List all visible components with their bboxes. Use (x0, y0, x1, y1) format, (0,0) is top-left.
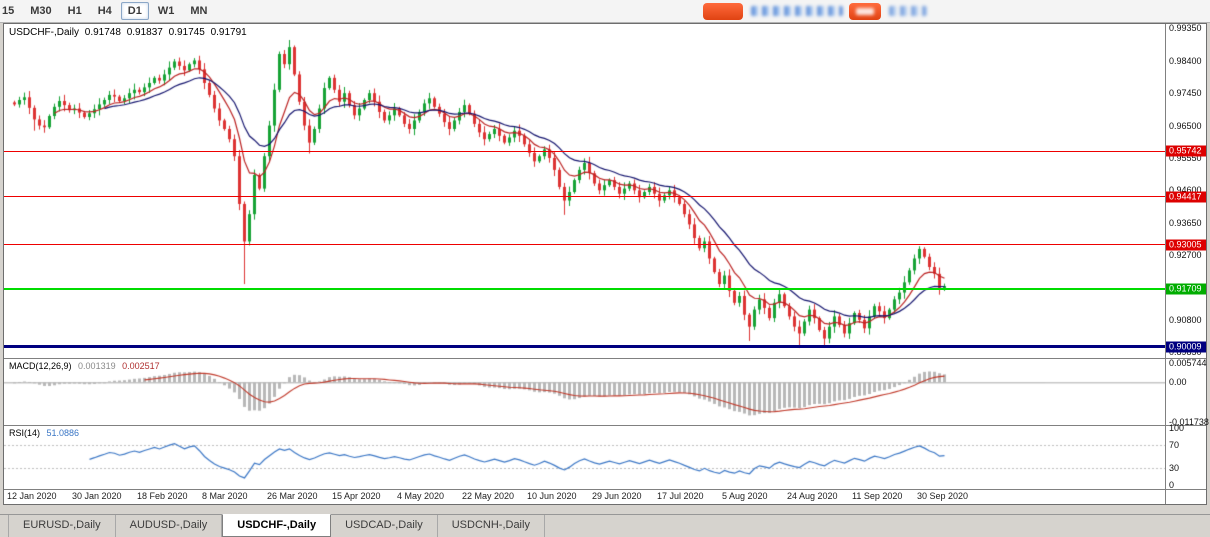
hline-price-label: 0.93005 (1166, 239, 1206, 251)
rsi-tick: 70 (1169, 440, 1180, 451)
x-axis-label: 4 May 2020 (397, 491, 445, 501)
rsi-name: RSI(14) (9, 428, 41, 438)
rsi-tick: 100 (1169, 423, 1185, 433)
rsi-canvas[interactable] (4, 426, 1165, 489)
rsi-tick: 30 (1169, 462, 1180, 473)
timeframe-toolbar: 15 M30 H1 H4 D1 W1 MN (0, 2, 215, 20)
price-tick: 0.96500 (1169, 120, 1202, 131)
price-pane: USDCHF-,Daily 0.91748 0.91837 0.91745 0.… (4, 23, 1206, 359)
price-tick: 0.90800 (1169, 314, 1202, 325)
overlay-orange-block-1 (703, 2, 743, 20)
x-axis-label: 10 Jun 2020 (527, 491, 577, 501)
chart-tabbar: EURUSD-,Daily AUDUSD-,Daily USDCHF-,Daily U… (0, 514, 1210, 537)
macd-canvas[interactable] (4, 359, 1165, 425)
rsi-tick: 0 (1169, 480, 1175, 490)
timeframe-button-MN[interactable]: MN (190, 5, 208, 17)
overlay-blurred-text (751, 6, 843, 16)
x-axis-label: 24 Aug 2020 (787, 491, 838, 501)
x-axis-label: 18 Feb 2020 (137, 491, 188, 501)
quote-high: 0.91837 (126, 27, 163, 38)
rsi-label: RSI(14) 51.0886 (9, 428, 79, 438)
chart-window: USDCHF-,Daily 0.91748 0.91837 0.91745 0.… (3, 23, 1209, 505)
price-tick: 0.98400 (1169, 55, 1202, 66)
timeframe-button-H1[interactable]: H1 (67, 5, 82, 17)
hline-price-label: 0.91709 (1166, 283, 1206, 295)
x-axis-label: 12 Jan 2020 (7, 491, 57, 501)
tab-usdcad-daily[interactable]: USDCAD-,Daily (331, 515, 438, 537)
timeframe-button-15[interactable]: 15 (2, 5, 15, 17)
hline-price-label: 0.94417 (1166, 191, 1206, 203)
macd-value-main: 0.001319 (78, 361, 116, 371)
axis-corner (1165, 490, 1206, 504)
rsi-pane: RSI(14) 51.0886 100 70 30 0 (4, 423, 1206, 490)
rsi-axis: 100 70 30 0 (1165, 423, 1206, 490)
macd-tick: -0.011738 (1169, 416, 1209, 427)
x-axis-label: 11 Sep 2020 (852, 491, 903, 501)
overlay-white-mark (856, 7, 874, 15)
x-axis-label: 30 Jan 2020 (72, 491, 122, 501)
rsi-plot-area[interactable]: RSI(14) 51.0886 (4, 426, 1165, 489)
price-tick: 0.99350 (1169, 23, 1202, 34)
macd-label: MACD(12,26,9) 0.001319 0.002517 (9, 361, 160, 371)
x-axis-label: 30 Sep 2020 (917, 491, 969, 501)
x-axis-label: 22 May 2020 (462, 491, 515, 501)
rsi-value: 51.0886 (46, 428, 80, 438)
macd-tick: 0.005744 (1169, 358, 1207, 369)
quote-line: USDCHF-,Daily 0.91748 0.91837 0.91745 0.… (9, 27, 250, 38)
candlestick-canvas[interactable] (4, 24, 1165, 358)
macd-plot-area[interactable]: MACD(12,26,9) 0.001319 0.002517 (4, 359, 1165, 425)
quote-close: 0.91791 (210, 27, 247, 38)
hline-0.94417[interactable] (4, 196, 1165, 198)
hline-0.93005[interactable] (4, 244, 1165, 246)
overlay-artifact (703, 2, 927, 20)
price-tick: 0.97450 (1169, 88, 1202, 99)
macd-pane: MACD(12,26,9) 0.001319 0.002517 0.005744… (4, 358, 1209, 427)
price-axis: 0.99350 0.98400 0.97450 0.96500 0.95550 0.946… (1165, 23, 1206, 358)
hline-0.90009[interactable] (4, 345, 1165, 349)
hline-price-label: 0.95742 (1166, 145, 1206, 157)
hline-price-label: 0.90009 (1166, 341, 1206, 353)
price-tick: 0.93650 (1169, 217, 1202, 228)
hline-0.91709[interactable] (4, 287, 1165, 290)
x-axis-label: 8 Mar 2020 (202, 491, 248, 501)
tab-audusd-daily[interactable]: AUDUSD-,Daily (116, 515, 223, 537)
time-axis-row: 12 Jan 2020 30 Jan 2020 18 Feb 2020 8 Mar 2… (4, 490, 1206, 504)
tab-usdchf-daily[interactable]: USDCHF-,Daily (222, 514, 332, 537)
overlay-blurred-text-2 (889, 6, 927, 16)
timeframe-button-H4[interactable]: H4 (97, 5, 112, 17)
x-axis-label: 26 Mar 2020 (267, 491, 318, 501)
quote-open: 0.91748 (84, 27, 121, 38)
top-toolbar: 15 M30 H1 H4 D1 W1 MN (0, 0, 1210, 23)
timeframe-button-W1[interactable]: W1 (157, 5, 175, 17)
macd-value-signal: 0.002517 (122, 361, 160, 371)
x-axis-label: 17 Jul 2020 (657, 491, 704, 501)
tab-eurusd-daily[interactable]: EURUSD-,Daily (8, 515, 116, 537)
x-axis-label: 29 Jun 2020 (592, 491, 642, 501)
symbol-period-label: USDCHF-,Daily (9, 27, 79, 38)
hline-0.95742[interactable] (4, 150, 1165, 152)
timeframe-button-D1[interactable]: D1 (120, 2, 149, 20)
time-axis: 12 Jan 2020 30 Jan 2020 18 Feb 2020 8 Mar 2… (4, 490, 1165, 504)
quote-low: 0.91745 (168, 27, 205, 38)
macd-name: MACD(12,26,9) (9, 361, 72, 371)
x-axis-label: 15 Apr 2020 (332, 491, 381, 501)
macd-tick: 0.00 (1169, 377, 1187, 388)
price-tick: 0.94600 (1169, 185, 1202, 195)
price-plot-area[interactable]: USDCHF-,Daily 0.91748 0.91837 0.91745 0.… (4, 24, 1165, 358)
overlay-orange-block-2 (849, 2, 881, 20)
timeframe-button-M30[interactable]: M30 (30, 5, 52, 17)
price-tick: 0.92700 (1169, 250, 1202, 261)
price-tick: 0.95550 (1169, 152, 1202, 163)
x-axis-label: 5 Aug 2020 (722, 491, 768, 501)
macd-axis: 0.005744 0.00 -0.011738 (1165, 358, 1209, 427)
tab-usdcnh-daily[interactable]: USDCNH-,Daily (438, 515, 545, 537)
